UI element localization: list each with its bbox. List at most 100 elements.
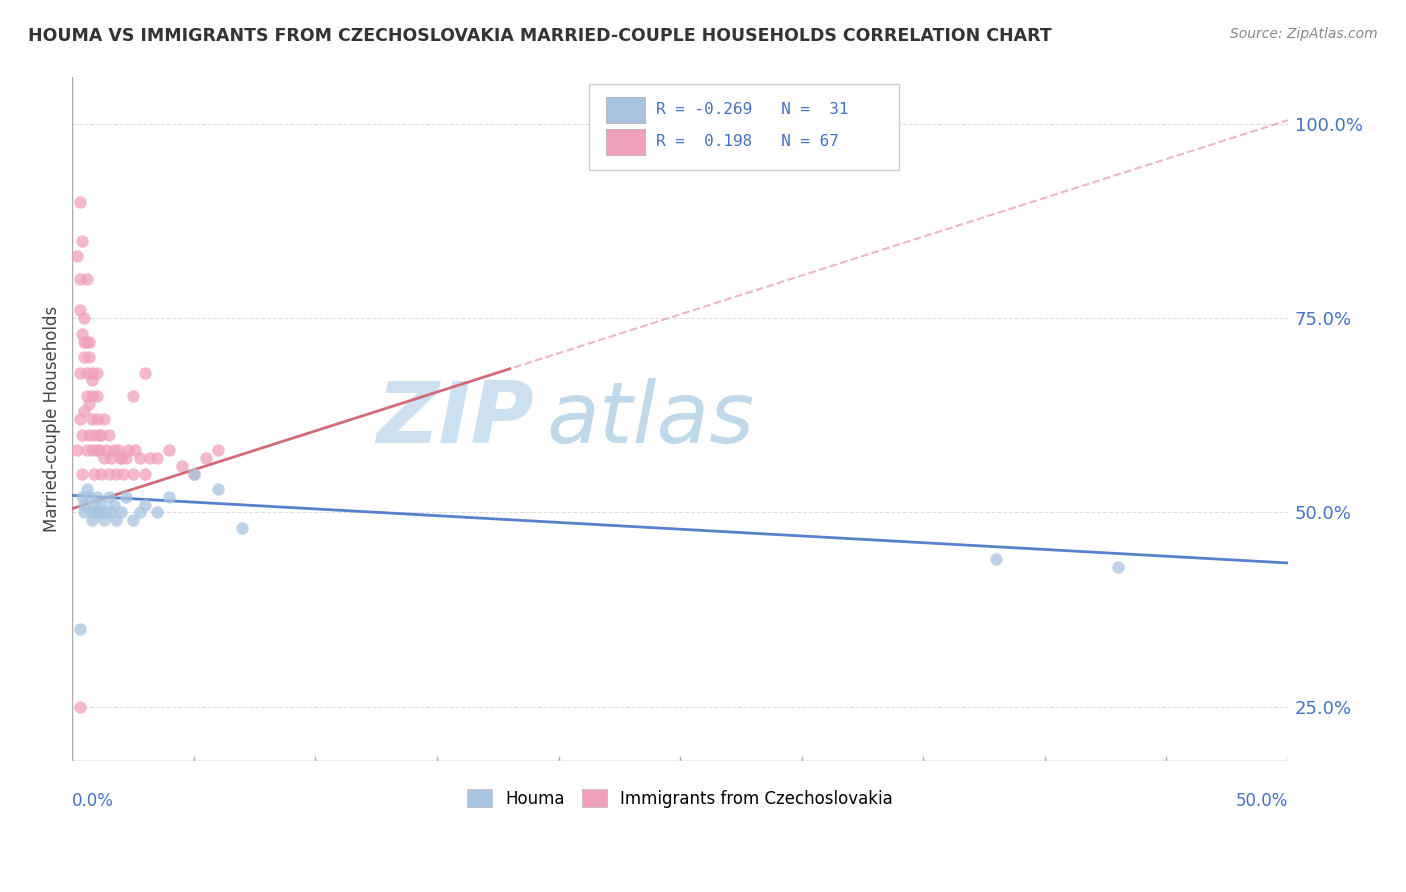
Point	[83, 498, 105, 512]
Point	[1107, 559, 1129, 574]
Point	[73, 506, 96, 520]
Point	[97, 427, 120, 442]
Point	[124, 443, 146, 458]
Point	[73, 311, 96, 326]
Point	[69, 194, 91, 209]
Point	[114, 451, 136, 466]
Text: 0.0%: 0.0%	[72, 792, 114, 810]
Point	[986, 552, 1008, 566]
Point	[90, 427, 112, 442]
Point	[80, 412, 103, 426]
Point	[70, 427, 93, 442]
Point	[69, 272, 91, 286]
Point	[87, 506, 110, 520]
Point	[76, 389, 98, 403]
Point	[80, 443, 103, 458]
Text: Source: ZipAtlas.com: Source: ZipAtlas.com	[1230, 27, 1378, 41]
Point	[76, 482, 98, 496]
Point	[114, 490, 136, 504]
Point	[80, 389, 103, 403]
Point	[183, 467, 205, 481]
Point	[207, 482, 229, 496]
Point	[170, 458, 193, 473]
Text: R = -0.269   N =  31: R = -0.269 N = 31	[655, 102, 848, 117]
Point	[86, 506, 108, 520]
Point	[105, 467, 128, 481]
Point	[103, 443, 125, 458]
Point	[70, 467, 93, 481]
Point	[77, 397, 100, 411]
Point	[86, 443, 108, 458]
Point	[66, 443, 89, 458]
Point	[110, 451, 132, 466]
Point	[129, 506, 152, 520]
Point	[73, 350, 96, 364]
Point	[80, 366, 103, 380]
Y-axis label: Married-couple Households: Married-couple Households	[44, 306, 60, 533]
Point	[122, 467, 145, 481]
Point	[70, 490, 93, 504]
Point	[77, 334, 100, 349]
Point	[70, 326, 93, 341]
Point	[112, 467, 135, 481]
Text: R =  0.198   N = 67: R = 0.198 N = 67	[655, 134, 838, 149]
Point	[80, 513, 103, 527]
Point	[69, 412, 91, 426]
Point	[80, 373, 103, 387]
Point	[70, 234, 93, 248]
FancyBboxPatch shape	[589, 84, 898, 169]
Point	[76, 272, 98, 286]
Point	[93, 412, 115, 426]
Point	[87, 427, 110, 442]
Point	[86, 412, 108, 426]
Point	[129, 451, 152, 466]
Point	[83, 467, 105, 481]
Point	[110, 506, 132, 520]
Point	[134, 366, 156, 380]
Text: atlas: atlas	[547, 377, 755, 461]
Point	[105, 513, 128, 527]
Point	[110, 451, 132, 466]
Point	[93, 451, 115, 466]
Point	[86, 490, 108, 504]
Text: HOUMA VS IMMIGRANTS FROM CZECHOSLOVAKIA MARRIED-COUPLE HOUSEHOLDS CORRELATION CH: HOUMA VS IMMIGRANTS FROM CZECHOSLOVAKIA …	[28, 27, 1052, 45]
Point	[107, 443, 129, 458]
Point	[87, 443, 110, 458]
Point	[69, 303, 91, 318]
Point	[159, 490, 181, 504]
Point	[139, 451, 162, 466]
Text: ZIP: ZIP	[377, 377, 534, 461]
FancyBboxPatch shape	[606, 97, 645, 122]
Point	[73, 334, 96, 349]
Legend: Houma, Immigrants from Czechoslovakia: Houma, Immigrants from Czechoslovakia	[461, 783, 900, 814]
Point	[146, 506, 169, 520]
Point	[100, 506, 122, 520]
Point	[96, 506, 118, 520]
Point	[66, 249, 89, 263]
Point	[93, 513, 115, 527]
Point	[103, 498, 125, 512]
Point	[122, 389, 145, 403]
Point	[86, 366, 108, 380]
Point	[77, 350, 100, 364]
Point	[194, 451, 217, 466]
Point	[97, 467, 120, 481]
Point	[90, 498, 112, 512]
Point	[100, 451, 122, 466]
Point	[86, 389, 108, 403]
FancyBboxPatch shape	[606, 129, 645, 154]
Point	[96, 443, 118, 458]
Point	[90, 467, 112, 481]
Point	[77, 490, 100, 504]
Point	[122, 513, 145, 527]
Point	[117, 443, 139, 458]
Point	[80, 506, 103, 520]
Point	[69, 622, 91, 636]
Point	[73, 498, 96, 512]
Point	[77, 427, 100, 442]
Point	[76, 443, 98, 458]
Text: 50.0%: 50.0%	[1236, 792, 1288, 810]
Point	[134, 467, 156, 481]
Point	[183, 467, 205, 481]
Point	[97, 490, 120, 504]
